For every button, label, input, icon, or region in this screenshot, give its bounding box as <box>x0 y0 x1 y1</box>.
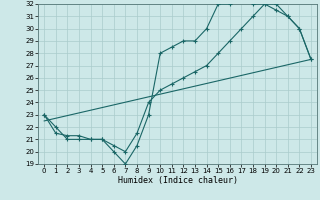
X-axis label: Humidex (Indice chaleur): Humidex (Indice chaleur) <box>118 176 238 185</box>
